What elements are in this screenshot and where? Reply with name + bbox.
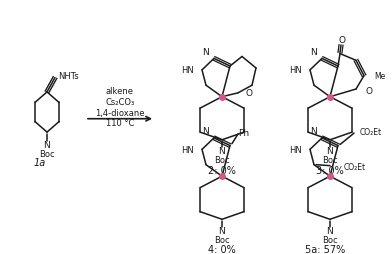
Text: 1,4-dioxane: 1,4-dioxane [95,108,145,117]
Text: CO₂Et: CO₂Et [344,163,366,171]
Text: Boc: Boc [322,155,338,165]
Text: O: O [366,87,373,96]
Text: HN: HN [289,66,302,75]
Text: Boc: Boc [39,150,55,159]
Text: N: N [202,126,209,135]
Text: N: N [310,126,317,135]
Text: HN: HN [289,145,302,154]
Text: 5a: 57%: 5a: 57% [305,244,345,254]
Text: CO₂Et: CO₂Et [360,127,382,136]
Text: N: N [44,140,51,149]
Text: HN: HN [181,145,194,154]
Text: Ph: Ph [238,128,249,137]
Text: N: N [327,147,333,156]
Text: alkene: alkene [106,87,134,96]
Text: O: O [339,36,345,45]
Text: N: N [310,47,317,56]
Text: Boc: Boc [322,235,338,244]
Text: 2: 0%: 2: 0% [208,165,236,175]
Text: N: N [202,47,209,56]
Text: 4: 0%: 4: 0% [208,244,236,254]
Text: NHTs: NHTs [58,72,79,81]
Text: Me: Me [374,72,385,81]
Text: 110 °C: 110 °C [106,119,134,128]
Text: O: O [246,89,253,98]
Text: N: N [219,147,225,156]
Text: N: N [327,226,333,235]
Text: N: N [219,226,225,235]
Text: 3: 0%: 3: 0% [316,165,344,175]
Text: Boc: Boc [214,235,230,244]
Text: Cs₂CO₃: Cs₂CO₃ [105,98,134,107]
Text: 1a: 1a [34,157,46,167]
Text: HN: HN [181,66,194,75]
Text: Boc: Boc [214,155,230,165]
